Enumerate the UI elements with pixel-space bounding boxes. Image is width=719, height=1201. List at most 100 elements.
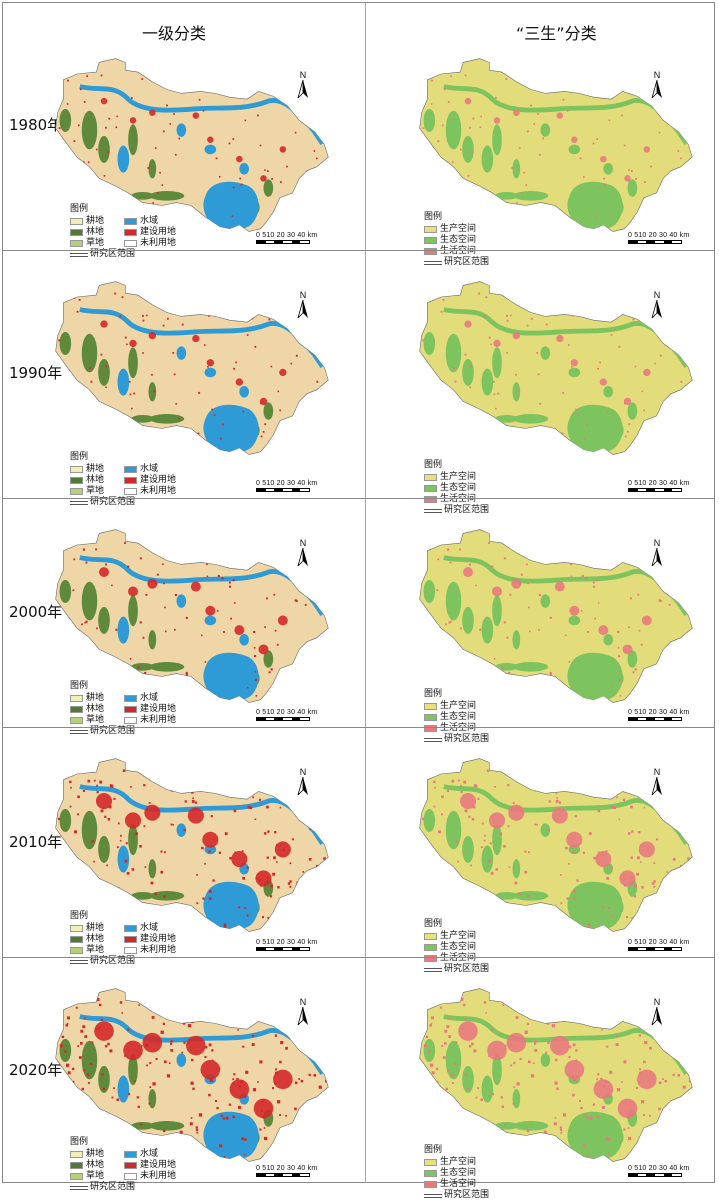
scale-bar: 0 510 20 30 40 km	[628, 1165, 689, 1177]
legend-label: 耕地	[86, 923, 105, 933]
legend-swatch	[70, 218, 83, 225]
legend-title: 图例	[70, 681, 89, 691]
legend-item: 水域	[124, 1149, 178, 1160]
legend-swatch	[424, 496, 437, 503]
legend-label: 建设用地	[140, 1160, 177, 1170]
legend-item: 生产空间	[424, 1157, 489, 1168]
north-label: N	[299, 997, 307, 1007]
legend-label: 水域	[140, 923, 159, 933]
map-three-space	[410, 270, 700, 474]
left-column-title: 一级分类	[142, 24, 207, 43]
legend-label: 建设用地	[140, 934, 177, 944]
legend-item: 未利用地	[124, 486, 178, 497]
legend-swatch	[70, 229, 83, 236]
north-label: N	[653, 997, 661, 1007]
scale-labels: 0 510 20 30 40 km	[628, 480, 690, 487]
legend-title: 图例	[424, 460, 443, 470]
legend-item: 生产空间	[424, 931, 489, 942]
legend-label: 水域	[140, 693, 159, 703]
legend-label: 水域	[140, 464, 159, 474]
north-label: N	[653, 290, 661, 300]
legend-label: 生态空间	[440, 712, 477, 722]
legend-item: 生产空间	[424, 472, 489, 483]
legend-swatch	[424, 933, 437, 940]
legend-swatch	[124, 695, 137, 702]
map-land-use	[46, 270, 336, 474]
boundary-symbol	[424, 967, 442, 972]
legend-item: 建设用地	[124, 227, 178, 238]
legend-label: 耕地	[86, 693, 105, 703]
boundary-symbol	[70, 959, 88, 964]
legend-boundary-label: 研究区范围	[90, 726, 136, 736]
scale-graphic	[256, 240, 310, 244]
legend-swatch	[124, 477, 137, 484]
scale-graphic	[628, 717, 682, 721]
scale-bar: 0 510 20 30 40 km	[256, 709, 317, 721]
scale-bar: 0 510 20 30 40 km	[256, 480, 317, 492]
legend-label: 林地	[86, 227, 105, 237]
scale-bar: 0 510 20 30 40 km	[628, 232, 689, 244]
legend-item: 未利用地	[124, 945, 178, 956]
legend-swatch	[124, 947, 137, 954]
legend-swatch	[70, 1162, 83, 1169]
legend-label: 未利用地	[140, 715, 177, 725]
legend-label: 草地	[86, 238, 105, 248]
legend-swatch	[124, 936, 137, 943]
year-label: 1980年	[9, 116, 63, 134]
scale-graphic	[256, 488, 310, 492]
north-arrow-icon: N	[650, 290, 664, 320]
legend-swatch	[124, 240, 137, 247]
legend-label: 建设用地	[140, 704, 177, 714]
legend-label: 水域	[140, 216, 159, 226]
north-arrow-icon: N	[296, 767, 310, 797]
year-label: 2000年	[9, 603, 63, 621]
legend-swatch	[424, 725, 437, 732]
legend-swatch	[70, 925, 83, 932]
map-land-use	[46, 977, 336, 1181]
north-label: N	[299, 767, 307, 777]
legend-item: 建设用地	[124, 704, 178, 715]
legend-swatch	[70, 466, 83, 473]
legend-three-space: 图例 生产空间 生态空间 生活空间 研究区范围	[424, 212, 489, 268]
legend-label: 生态空间	[440, 235, 477, 245]
legend-item: 生态空间	[424, 235, 489, 246]
legend-swatch	[124, 488, 137, 495]
row-divider	[2, 250, 715, 251]
legend-swatch	[424, 485, 437, 492]
legend-land-use: 图例 耕地 水域 林地 建设用地 草地 未利用地 研究区范围	[70, 204, 178, 260]
legend-boundary-label: 研究区范围	[90, 497, 136, 507]
boundary-symbol	[70, 729, 88, 734]
year-label: 2010年	[9, 833, 63, 851]
scale-graphic	[628, 488, 682, 492]
legend-boundary-label: 研究区范围	[444, 964, 490, 974]
legend-item: 生活空间	[424, 494, 489, 505]
north-arrow-icon: N	[650, 70, 664, 100]
scale-labels: 0 510 20 30 40 km	[628, 232, 690, 239]
legend-label: 生态空间	[440, 483, 477, 493]
legend-title: 图例	[424, 919, 443, 929]
legend-item: 耕地	[70, 1149, 124, 1160]
map-land-use	[46, 518, 336, 722]
map-three-space	[410, 977, 700, 1181]
legend-swatch	[70, 695, 83, 702]
legend-swatch	[424, 474, 437, 481]
legend-land-use: 图例 耕地 水域 林地 建设用地 草地 未利用地 研究区范围	[70, 911, 178, 967]
legend-item: 水域	[124, 464, 178, 475]
legend-label: 草地	[86, 715, 105, 725]
scale-labels: 0 510 20 30 40 km	[628, 1165, 690, 1172]
north-arrow-icon: N	[296, 70, 310, 100]
north-label: N	[653, 767, 661, 777]
north-arrow-icon: N	[296, 290, 310, 320]
legend-item: 林地	[70, 704, 124, 715]
legend-three-space: 图例 生产空间 生态空间 生活空间 研究区范围	[424, 460, 489, 516]
legend-label: 林地	[86, 934, 105, 944]
legend-swatch	[424, 955, 437, 962]
map-land-use	[46, 47, 336, 251]
legend-item: 生活空间	[424, 246, 489, 257]
legend-label: 耕地	[86, 1149, 105, 1159]
scale-bar: 0 510 20 30 40 km	[256, 939, 317, 951]
legend-label: 生活空间	[440, 1179, 477, 1189]
legend-item: 水域	[124, 923, 178, 934]
legend-label: 林地	[86, 1160, 105, 1170]
north-label: N	[299, 538, 307, 548]
